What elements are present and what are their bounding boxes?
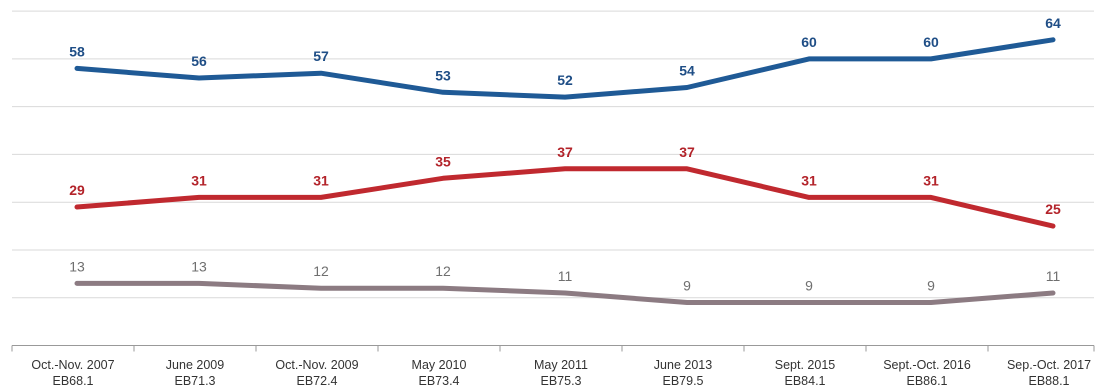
x-tick-label: May 2010 EB73.4 xyxy=(412,358,467,388)
data-label: 31 xyxy=(313,172,329,188)
x-tick-labels: Oct.-Nov. 2007 EB68.1 June 2009 EB71.3 Oct.-… xyxy=(31,358,1091,388)
data-label: 35 xyxy=(435,153,451,169)
series-layer xyxy=(74,37,1056,305)
data-label: 11 xyxy=(558,268,573,284)
data-label: 9 xyxy=(927,278,935,294)
series-line-3 xyxy=(74,280,1056,305)
data-label: 37 xyxy=(557,144,573,160)
data-label: 13 xyxy=(69,258,85,274)
data-label: 29 xyxy=(69,182,85,198)
data-label: 60 xyxy=(923,34,939,50)
gridlines xyxy=(12,10,1094,299)
data-label: 64 xyxy=(1045,15,1061,31)
x-tick-label: Sep.-Oct. 2017 EB88.1 xyxy=(1007,358,1091,388)
data-label: 31 xyxy=(191,172,207,188)
x-tick-label: June 2009 EB71.3 xyxy=(166,358,224,388)
data-labels: 58 56 57 53 52 54 60 60 64 29 31 31 35 37 37 31 31 25 13 13… xyxy=(69,15,1061,294)
x-axis xyxy=(11,345,1095,352)
x-tick-label: Oct.-Nov. 2009 EB72.4 xyxy=(275,358,358,388)
series-line-2 xyxy=(74,166,1056,229)
data-label: 37 xyxy=(679,144,695,160)
data-label: 52 xyxy=(557,72,573,88)
data-label: 57 xyxy=(313,48,329,64)
x-tick-label: June 2013 EB79.5 xyxy=(654,358,712,388)
data-label: 58 xyxy=(69,43,85,59)
data-label: 13 xyxy=(191,258,207,274)
data-label: 9 xyxy=(683,278,691,294)
x-tick-label: Sept.-Oct. 2016 EB86.1 xyxy=(883,358,971,388)
data-label: 56 xyxy=(191,53,207,69)
data-label: 11 xyxy=(1046,268,1061,284)
data-label: 53 xyxy=(435,67,451,83)
series-line-1 xyxy=(74,37,1056,100)
data-label: 60 xyxy=(801,34,817,50)
data-label: 54 xyxy=(679,63,695,79)
data-label: 12 xyxy=(313,263,329,279)
data-label: 25 xyxy=(1045,201,1061,217)
x-tick-label: Sept. 2015 EB84.1 xyxy=(775,358,836,388)
data-label: 9 xyxy=(805,278,813,294)
data-label: 31 xyxy=(923,172,939,188)
data-label: 12 xyxy=(435,263,451,279)
data-label: 31 xyxy=(801,172,817,188)
x-tick-label: Oct.-Nov. 2007 EB68.1 xyxy=(31,358,114,388)
x-tick-label: May 2011 EB75.3 xyxy=(534,358,588,388)
